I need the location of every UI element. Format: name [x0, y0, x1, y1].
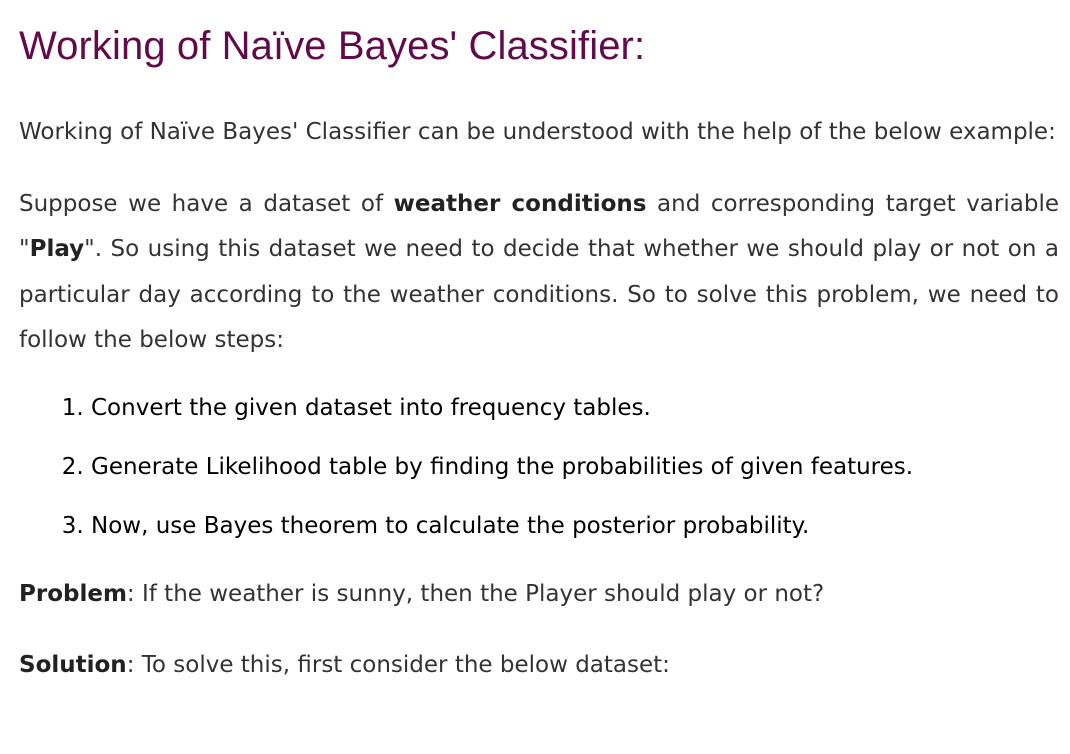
- dataset-text-1: Suppose we have a dataset of: [19, 190, 394, 217]
- weather-conditions-bold: weather conditions: [393, 190, 647, 217]
- solution-label: Solution: [19, 652, 127, 678]
- steps-list: Convert the given dataset into frequency…: [19, 391, 1059, 543]
- problem-label: Problem: [19, 580, 127, 607]
- section-heading: Working of Naïve Bayes' Classifier:: [19, 24, 646, 68]
- intro-paragraph: Working of Naïve Bayes' Classifier can b…: [19, 119, 1056, 145]
- dataset-paragraph: Suppose we have a dataset of weather con…: [19, 182, 1059, 364]
- dataset-text-2: and corresponding target variable ": [19, 190, 1059, 263]
- play-bold: Play: [29, 236, 85, 262]
- step-item: Generate Likelihood table by finding the…: [91, 450, 1059, 484]
- step-item: Convert the given dataset into frequency…: [91, 391, 1059, 425]
- step-item: Now, use Bayes theorem to calculate the …: [91, 509, 1059, 543]
- dataset-text-3: ". So using this dataset we need to deci…: [19, 236, 1059, 353]
- article-content: Working of Naïve Bayes' Classifier: Work…: [19, 0, 1059, 689]
- problem-paragraph: Problem: If the weather is sunny, then t…: [19, 572, 1059, 618]
- solution-paragraph: Solution: To solve this, first consider …: [19, 643, 1059, 689]
- solution-text: : To solve this, first consider the belo…: [126, 652, 670, 678]
- problem-text: : If the weather is sunny, then the Play…: [126, 580, 825, 607]
